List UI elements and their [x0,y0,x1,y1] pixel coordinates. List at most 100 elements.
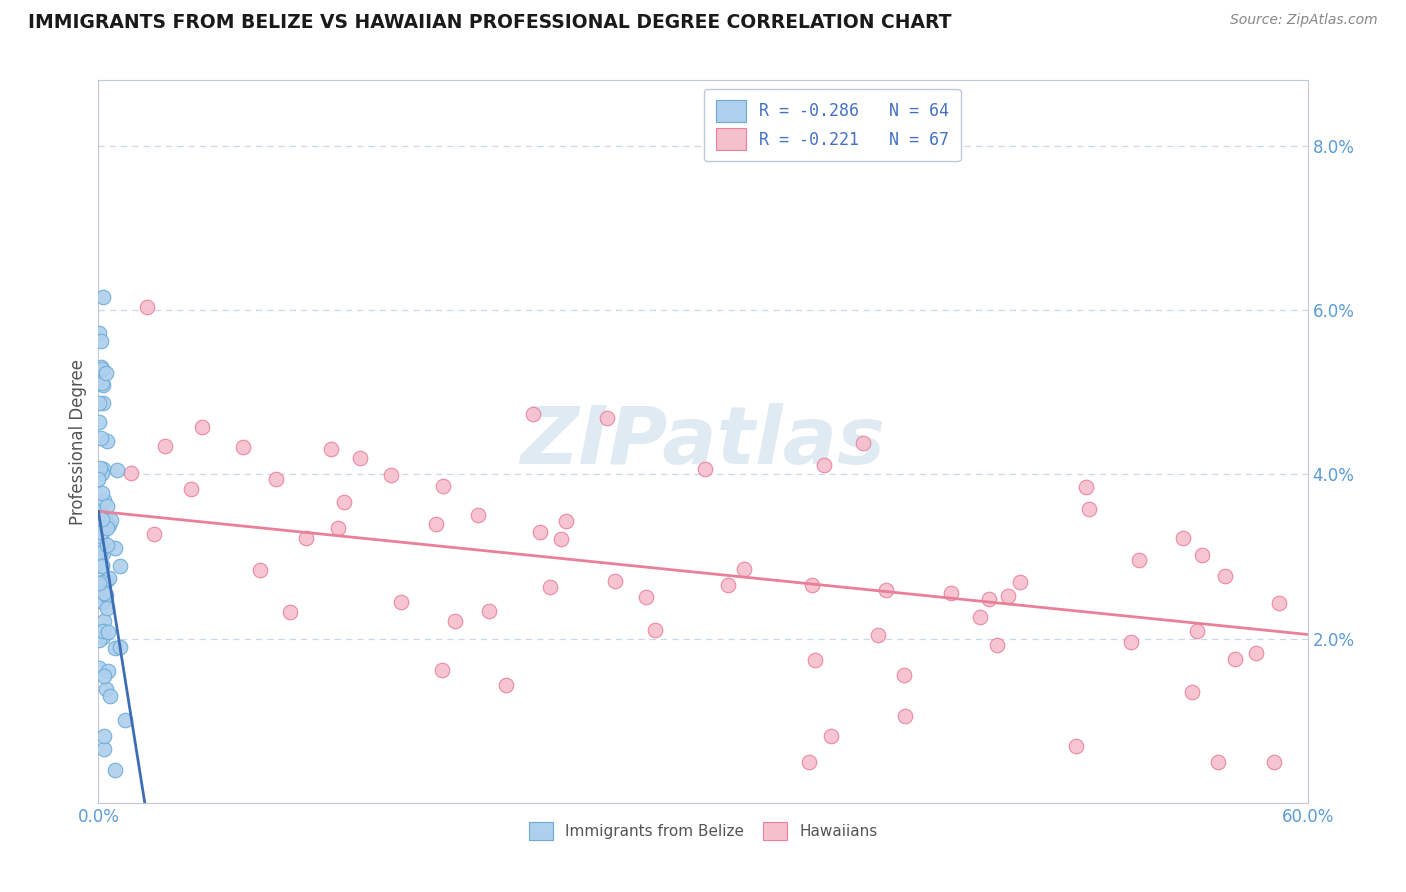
Point [108,558,131,573]
Point [91,290,114,304]
Point [278,605,301,619]
Point [851,436,873,450]
Point [90,334,112,348]
Point [90,524,112,539]
Point [389,595,412,609]
Point [90,575,112,590]
Point [467,508,489,522]
Point [1263,755,1285,769]
Point [110,640,132,654]
Point [603,574,626,589]
Point [135,301,157,315]
Point [93,614,115,628]
Point [797,755,820,769]
Point [529,524,551,539]
Point [91,461,114,475]
Point [91,546,114,560]
Point [875,582,897,597]
Point [979,591,1001,606]
Point [1267,596,1289,610]
Point [90,558,112,572]
Point [716,577,738,591]
Point [596,411,619,425]
Point [104,764,127,778]
Point [1206,755,1229,769]
Point [443,615,465,629]
Point [98,517,121,532]
Point [104,541,127,555]
Point [1191,548,1213,562]
Point [104,641,127,656]
Point [96,682,118,697]
Point [97,665,120,679]
Point [180,482,202,496]
Point [91,624,114,638]
Point [328,521,350,535]
Point [478,604,501,618]
Point [96,574,118,589]
Point [98,689,121,703]
Point [969,610,991,624]
Legend: Immigrants from Belize, Hawaiians: Immigrants from Belize, Hawaiians [523,816,883,846]
Point [96,521,118,535]
Point [550,532,572,546]
Point [319,442,342,456]
Point [803,652,825,666]
Point [733,562,755,576]
Point [1119,634,1142,648]
Point [332,495,354,509]
Point [425,517,447,532]
Point [93,742,115,756]
Point [94,509,117,524]
Point [1078,502,1101,516]
Point [495,678,517,692]
Point [91,377,114,392]
Point [120,466,142,480]
Point [87,396,110,410]
Point [91,595,114,609]
Point [90,361,112,376]
Point [538,580,561,594]
Point [87,528,110,542]
Point [97,625,120,640]
Point [90,559,112,574]
Point [634,590,657,604]
Point [90,431,112,445]
Point [89,536,111,550]
Point [191,420,214,434]
Point [1181,685,1204,699]
Point [96,538,118,552]
Point [94,366,117,380]
Point [90,359,112,374]
Point [893,667,915,681]
Point [264,472,287,486]
Point [91,486,114,500]
Point [1128,552,1150,566]
Text: IMMIGRANTS FROM BELIZE VS HAWAIIAN PROFESSIONAL DEGREE CORRELATION CHART: IMMIGRANTS FROM BELIZE VS HAWAIIAN PROFE… [28,13,952,32]
Point [939,586,962,600]
Point [430,663,453,677]
Text: ZIPat​las: ZIPat​las [520,402,886,481]
Point [93,669,115,683]
Point [91,630,114,644]
Point [1185,624,1208,638]
Point [432,478,454,492]
Point [1246,646,1268,660]
Point [93,730,115,744]
Point [87,633,110,648]
Point [114,713,136,727]
Point [1213,568,1236,582]
Point [89,461,111,475]
Point [96,434,118,448]
Point [295,532,318,546]
Point [91,540,114,554]
Point [100,513,122,527]
Point [91,558,114,573]
Point [1076,479,1098,493]
Point [868,628,890,642]
Point [93,492,115,507]
Point [89,415,111,429]
Point [87,661,110,675]
Point [153,439,176,453]
Point [554,514,576,528]
